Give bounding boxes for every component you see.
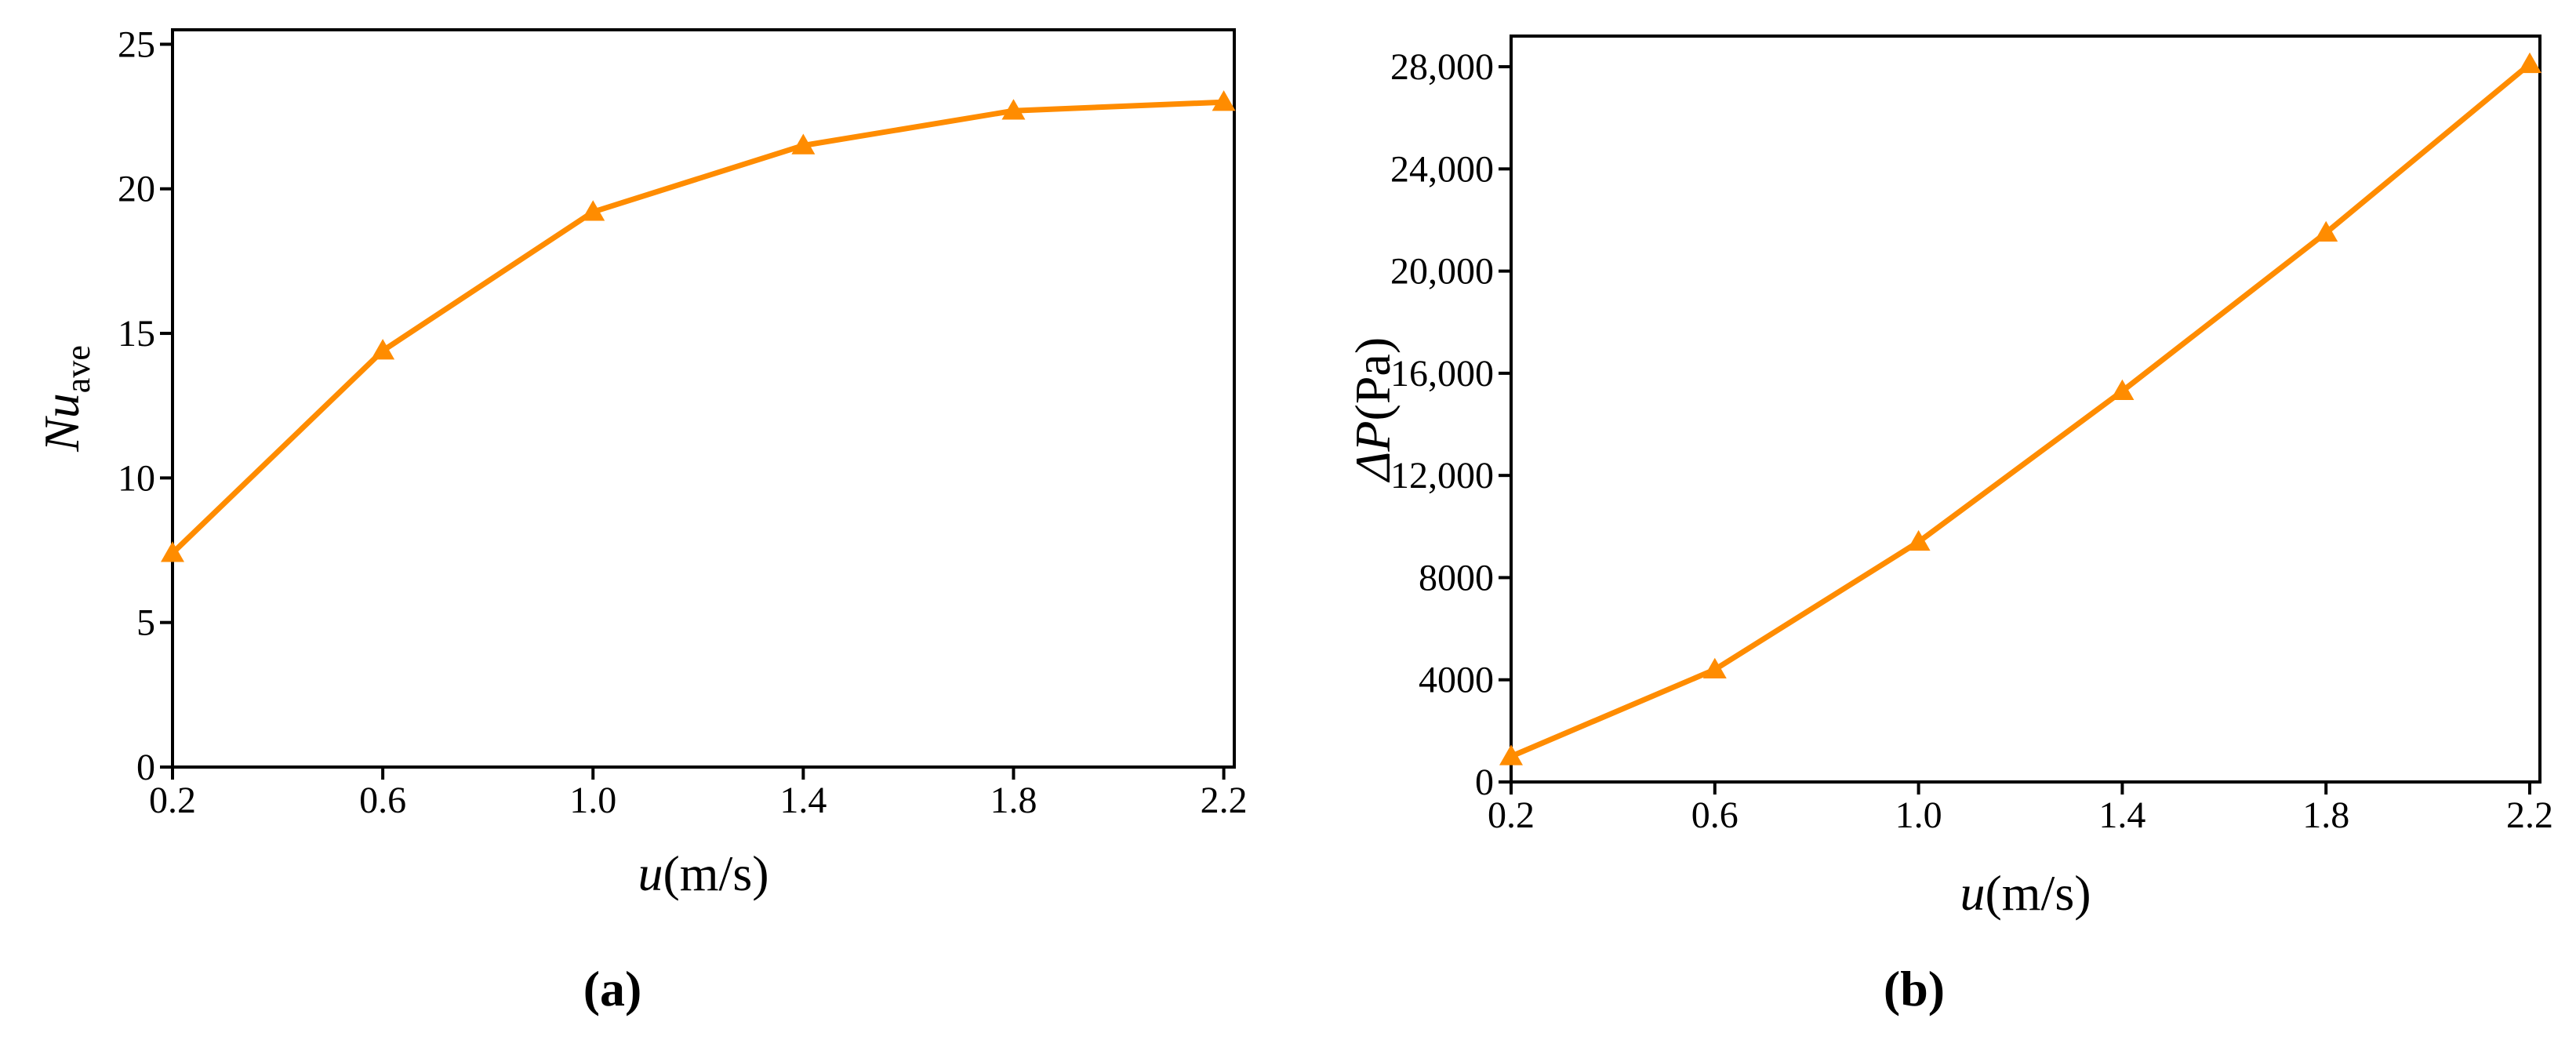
data-point — [2518, 52, 2542, 74]
y-tick-label: 0 — [1475, 762, 1494, 803]
x-tick-label: 1.8 — [990, 780, 1037, 821]
panel-label: (a) — [583, 961, 642, 1016]
y-tick-label: 10 — [118, 457, 155, 499]
x-tick-label: 1.0 — [1895, 795, 1942, 836]
y-tick-label: 0 — [136, 747, 155, 788]
x-tick-label: 0.6 — [1691, 795, 1739, 836]
x-tick-label: 0.6 — [359, 780, 406, 821]
x-axis-label-symbol: u — [1960, 865, 1985, 921]
x-tick-label: 1.8 — [2302, 795, 2349, 836]
x-axis-label: u(m/s) — [638, 845, 768, 901]
x-axis-label: u(m/s) — [1960, 865, 2091, 921]
series-line — [1510, 62, 2532, 759]
y-axis-label-subscript: ave — [59, 345, 97, 393]
y-axis-label-unit: (Pa) — [1345, 337, 1401, 421]
y-axis-label-symbol: ΔP — [1345, 420, 1401, 483]
y-tick-label: 8000 — [1419, 557, 1494, 598]
data-point — [371, 339, 395, 360]
panel-label: (b) — [1884, 961, 1945, 1016]
y-tick-label: 4000 — [1419, 660, 1494, 701]
data-point — [2110, 379, 2135, 400]
x-tick-label: 2.2 — [1201, 780, 1248, 821]
y-tick-label: 25 — [118, 24, 155, 65]
y-tick-label: 28,000 — [1390, 46, 1494, 88]
y-tick-label: 20 — [118, 169, 155, 210]
y-tick-label: 20,000 — [1390, 251, 1494, 293]
x-tick-label: 2.2 — [2506, 795, 2553, 836]
plot-frame — [171, 28, 1236, 769]
x-axis-label-unit: (m/s) — [1985, 865, 2091, 921]
data-point — [1499, 744, 1523, 765]
y-tick-label: 5 — [136, 602, 155, 644]
data-point — [161, 541, 184, 562]
y-tick-label: 15 — [118, 313, 155, 355]
x-axis-label-unit: (m/s) — [663, 845, 768, 901]
x-tick-label: 0.2 — [1488, 795, 1535, 836]
y-axis-label: Nuave — [34, 345, 97, 453]
x-tick-label: 1.4 — [2098, 795, 2145, 836]
y-tick-label: 16,000 — [1390, 353, 1494, 395]
x-tick-label: 1.4 — [779, 780, 827, 821]
y-tick-label: 24,000 — [1390, 148, 1494, 190]
series-line — [170, 99, 1224, 555]
x-tick-label: 0.2 — [149, 780, 196, 821]
data-point — [1906, 529, 1931, 551]
data-point — [1212, 90, 1236, 111]
data-point — [791, 133, 816, 155]
data-point — [2314, 220, 2338, 242]
x-axis-label-symbol: u — [638, 845, 663, 901]
data-point — [581, 200, 605, 221]
data-point — [1001, 99, 1026, 120]
plot-frame — [1510, 35, 2541, 784]
y-axis-label: ΔP(Pa) — [1345, 337, 1401, 483]
data-point — [1702, 657, 1727, 678]
x-tick-label: 1.0 — [569, 780, 616, 821]
y-axis-label-symbol: Nu — [34, 393, 89, 453]
y-tick-label: 12,000 — [1390, 455, 1494, 496]
